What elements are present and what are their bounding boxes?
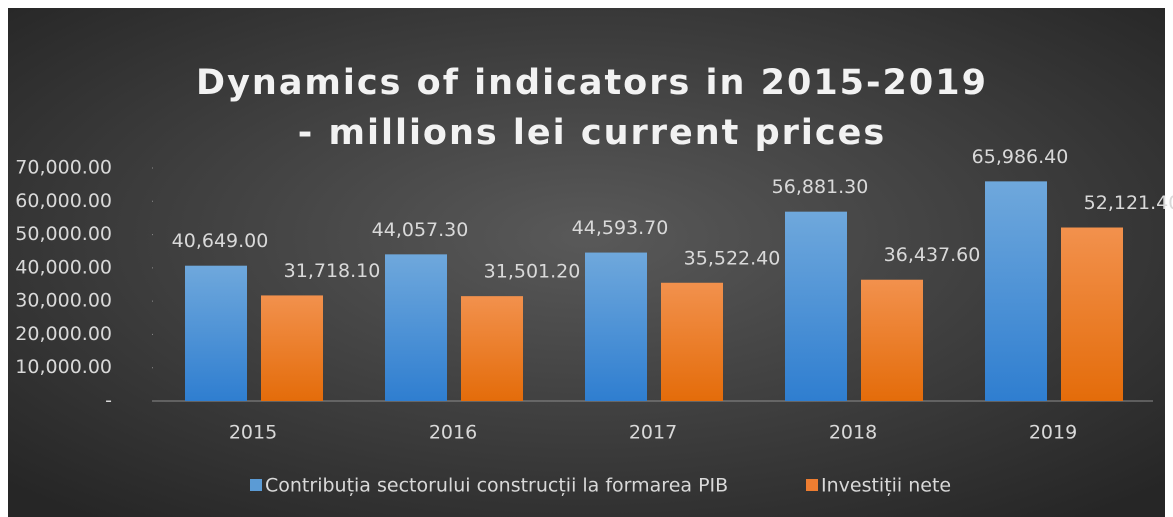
bar	[661, 282, 723, 401]
x-tick-label: 2018	[829, 422, 877, 444]
bar	[785, 211, 847, 401]
y-tick-label: -	[105, 390, 112, 412]
legend-label: Contribuția sectorului construcții la fo…	[265, 475, 728, 497]
bar	[461, 296, 523, 401]
bar	[861, 279, 923, 401]
legend-swatch	[250, 479, 262, 491]
y-tick-label: 30,000.00	[15, 290, 112, 312]
x-tick-label: 2017	[629, 422, 677, 444]
bar	[385, 254, 447, 401]
bar	[261, 295, 323, 401]
x-tick-label: 2019	[1029, 422, 1077, 444]
y-tick-label: 60,000.00	[15, 190, 112, 212]
y-tick-label: 20,000.00	[15, 323, 112, 345]
data-label: 31,501.20	[484, 261, 581, 283]
y-tick-label: 40,000.00	[15, 256, 112, 278]
y-tick-label: 70,000.00	[15, 157, 112, 179]
data-label: 40,649.00	[172, 230, 269, 252]
data-label: 36,437.60	[884, 244, 981, 266]
legend-label: Investiții nete	[821, 475, 951, 497]
bar	[985, 181, 1047, 401]
x-tick-label: 2016	[429, 422, 477, 444]
chart-title: Dynamics of indicators in 2015-2019	[196, 63, 988, 103]
bar	[585, 252, 647, 401]
bar	[185, 265, 247, 401]
bar	[1061, 227, 1123, 401]
data-label: 52,121.40	[1084, 192, 1173, 214]
data-label: 44,593.70	[572, 217, 669, 239]
y-tick-label: 50,000.00	[15, 223, 112, 245]
data-label: 65,986.40	[972, 146, 1069, 168]
data-label: 31,718.10	[284, 260, 381, 282]
data-label: 56,881.30	[772, 176, 869, 198]
data-label: 35,522.40	[684, 247, 781, 269]
data-label: 44,057.30	[372, 219, 469, 241]
chart-title: - millions lei current prices	[298, 113, 886, 153]
legend-swatch	[806, 479, 818, 491]
x-tick-label: 2015	[229, 422, 277, 444]
y-tick-label: 10,000.00	[15, 356, 112, 378]
